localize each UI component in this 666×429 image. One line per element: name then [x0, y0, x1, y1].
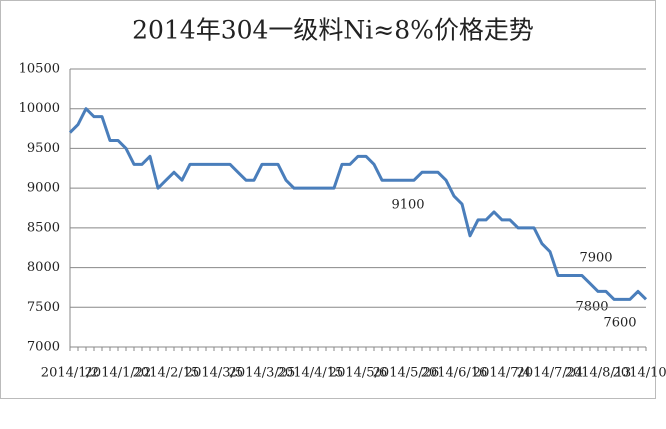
y-tick-label: 9000 [27, 181, 60, 196]
x-tick-label: 2014/7/4 [473, 366, 531, 381]
y-tick-label: 8500 [27, 220, 60, 235]
x-tick-label: 2014/5/26 [373, 366, 440, 381]
x-tick-label: 2014/1/22 [85, 366, 152, 381]
annotation: 7600 [603, 316, 636, 331]
y-tick-label: 7500 [27, 300, 60, 315]
x-tick-label: 2014/7/24 [517, 366, 584, 381]
x-tick-label: 2014/6/16 [421, 366, 488, 381]
annotation: 7900 [579, 251, 612, 266]
y-tick-label: 9500 [27, 141, 60, 156]
x-tick-label: 2014/4/15 [277, 366, 344, 381]
chart-title: 2014年304一级料Ni≈8%价格走势 [132, 16, 534, 45]
y-tick-label: 8000 [27, 260, 60, 275]
x-tick-label: 2014/5/6 [329, 366, 387, 381]
line-series [68, 107, 648, 301]
x-tick-label: 2014/3/25 [229, 366, 296, 381]
x-tick-label: 2014/1/2 [41, 366, 99, 381]
x-tick-label: 2014/10/8 [613, 366, 666, 381]
chart-frame [0, 0, 656, 399]
x-tick-label: 2014/2/15 [133, 366, 200, 381]
x-tick-label: 2014/8/13 [565, 366, 632, 381]
annotation: 9100 [391, 198, 424, 213]
y-tick-label: 7000 [27, 340, 60, 355]
x-tick-label: 2014/3/5 [185, 366, 243, 381]
y-tick-label: 10000 [19, 101, 60, 116]
y-tick-label: 10500 [19, 62, 60, 77]
